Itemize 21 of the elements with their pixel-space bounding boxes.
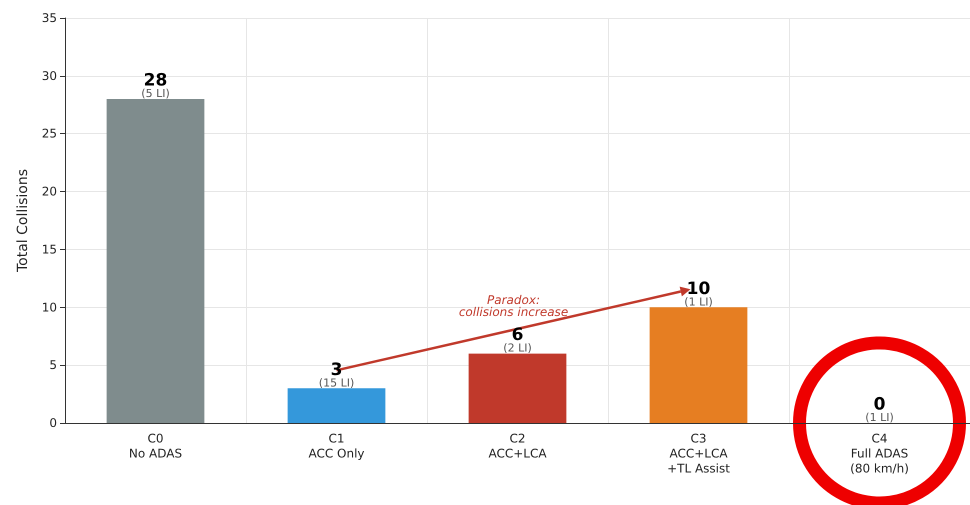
y-tick-label: 30 [42,68,57,83]
x-tick-label: C4 Full ADAS (80 km/h) [850,432,909,476]
y-tick-label: 10 [42,300,57,314]
bar [288,388,386,423]
y-tick-label: 0 [49,416,57,430]
y-tick-label: 25 [42,126,57,141]
bar [468,354,566,423]
y-tick-label: 35 [42,11,57,25]
x-tick-label: C3 ACC+LCA +TL Assist [667,432,730,476]
x-tick-label: C2 ACC+LCA [488,432,548,460]
x-tick-label: C0 No ADAS [128,432,182,460]
bar [106,99,204,423]
y-tick-label: 15 [42,242,57,256]
annotation: (1 LI) [684,295,713,308]
annotation: (5 LI) [141,87,170,100]
bar [650,307,748,423]
y-axis-title: Total Collisions [15,168,31,274]
y-tick-label: 20 [42,184,57,199]
x-tick-label: C1 ACC Only [308,432,365,460]
annotation: Paradox: collisions increase [458,292,568,319]
y-tick-label: 5 [49,358,57,372]
